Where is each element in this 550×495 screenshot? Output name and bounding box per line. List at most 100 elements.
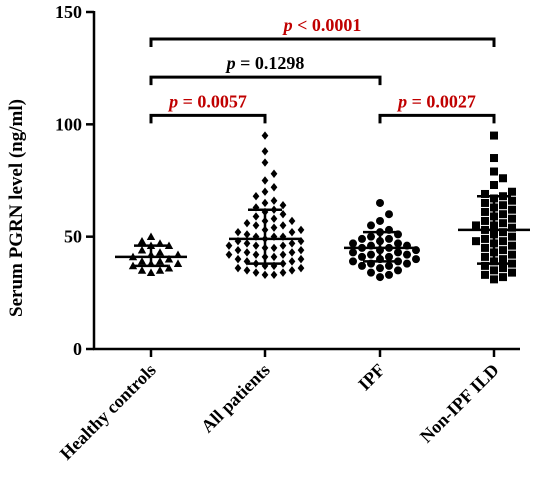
diamond-point [288,239,296,248]
square-point [508,232,516,241]
circle-point [376,273,384,282]
p-value-label: p = 0.1298 [225,53,305,73]
circle-point [385,270,393,279]
triangle-point [155,248,165,256]
circle-point [403,250,411,259]
square-point [499,246,507,255]
diamond-point [261,158,269,167]
diamond-point [297,263,305,273]
diamond-point [279,221,287,230]
diamond-point [261,198,269,208]
square-point [490,266,498,275]
diamond-point [225,250,233,259]
square-point [490,180,498,189]
diamond-point [234,254,242,264]
diamond-point [297,236,305,246]
diamond-point [270,252,278,262]
diamond-point [252,241,260,250]
square-point [508,223,516,232]
p-value-label: p = 0.0057 [167,91,247,111]
diamond-point [261,176,269,185]
circle-point [349,248,357,257]
y-tick-label: 50 [64,227,82,247]
square-point [490,154,498,163]
diamond-point [279,241,287,250]
triangle-point [164,263,174,272]
triangle-point [155,266,165,274]
diamond-point [243,230,251,239]
diamond-point [234,263,242,273]
square-point [490,167,498,176]
significance-brackets: p < 0.0001 p = 0.1298 p = 0.0057 p = 0.0027 [149,15,496,124]
square-point [508,268,516,277]
diamond-point [297,254,305,264]
circle-point [367,268,375,277]
square-point [508,250,516,259]
diamond-point [243,248,251,257]
diamond-point [288,248,296,257]
triangle-point [137,266,147,274]
data-points [128,131,516,284]
x-tick-label: Non-IPF ILD [416,360,503,447]
circle-point [367,221,375,230]
diamond-point [234,227,242,237]
square-point [481,270,489,279]
square-point [472,221,480,230]
square-point [490,131,498,140]
circle-point [358,234,366,243]
diamond-point [252,268,260,277]
triangle-point [164,241,174,250]
diamond-point [252,221,260,230]
square-point [481,189,489,198]
triangle-point [137,257,147,265]
diamond-point [261,187,269,196]
triangle-point [128,261,138,270]
square-point [481,198,489,207]
square-point [508,259,516,268]
triangle-point [155,257,165,265]
diamond-point [288,227,296,237]
y-axis-label: Serum PGRN level (ng/ml) [6,99,27,317]
circle-point [385,261,393,270]
circle-point [358,252,366,261]
circle-point [412,255,420,264]
diamond-point [252,212,260,221]
diamond-point [279,259,287,268]
circle-point [367,250,375,259]
square-point [499,264,507,273]
diamond-point [252,250,260,259]
diamond-point [270,196,278,205]
diamond-point [270,183,278,192]
square-point [508,187,516,196]
square-point [499,255,507,264]
diamond-point [243,266,251,275]
square-point [508,241,516,250]
triangle-point [146,232,156,241]
diamond-point [270,214,278,223]
square-point [499,219,507,228]
p-value-label: p < 0.0001 [282,15,362,35]
square-point [499,210,507,219]
diamond-point [270,223,278,232]
circle-point [376,198,384,207]
circle-point [385,252,393,261]
diamond-point [261,147,269,156]
diamond-point [279,201,287,210]
circle-point [367,232,375,241]
triangle-point [137,236,147,245]
square-point [508,196,516,205]
x-tick-label: IPF [354,360,389,395]
square-point [508,205,516,214]
triangle-point [164,254,174,263]
circle-point [358,261,366,270]
square-point [481,252,489,261]
circle-point [385,234,393,243]
diamond-point [243,218,251,228]
y-tick-label: 0 [73,339,82,359]
circle-point [349,239,357,248]
square-point [481,261,489,270]
diamond-point [279,268,287,277]
triangle-point [146,268,156,276]
circle-point [385,210,393,219]
square-point [472,237,480,246]
